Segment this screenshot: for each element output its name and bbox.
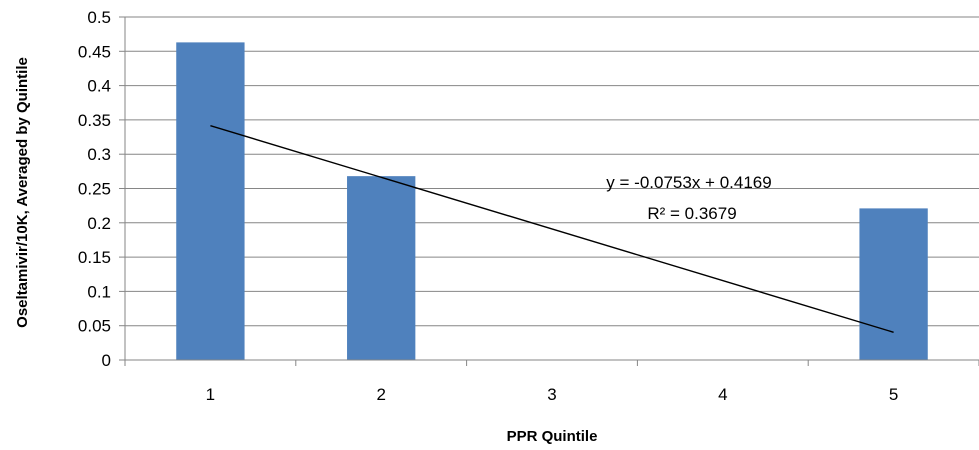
y-tick-labels: 0 0.05 0.1 0.15 0.2 0.25 0.3 0.35 0.4 0.45 0.5 — [78, 8, 125, 370]
x-tick-label: 2 — [376, 385, 385, 404]
x-tick-label: 1 — [206, 385, 215, 404]
x-axis-title: PPR Quintile — [507, 428, 598, 445]
gridlines — [125, 16, 979, 327]
x-tick-label: 4 — [718, 385, 727, 404]
y-tick-label: 0.3 — [87, 145, 111, 164]
x-tick-label: 5 — [889, 385, 898, 404]
y-tick-label: 0.1 — [87, 282, 111, 301]
y-tick-label: 0.5 — [87, 8, 111, 27]
bar — [859, 208, 928, 360]
trendline-group — [210, 124, 894, 333]
y-axis-title: Oseltamivir/10K, Averaged by Quintile — [14, 57, 31, 328]
x-tick-label: 3 — [547, 385, 556, 404]
trendline — [210, 124, 894, 333]
y-tick-label: 0.2 — [87, 214, 111, 233]
y-tick-label: 0 — [102, 351, 111, 370]
bars — [176, 42, 928, 361]
bar — [347, 176, 416, 360]
trendline-r-squared: R² = 0.3679 — [647, 204, 736, 223]
bar — [176, 42, 245, 361]
y-tick-label: 0.05 — [78, 317, 111, 336]
y-tick-label: 0.15 — [78, 248, 111, 267]
x-tick-labels: 1 2 3 4 5 — [124, 360, 979, 404]
y-tick-label: 0.25 — [78, 180, 111, 199]
y-tick-label: 0.45 — [78, 42, 111, 61]
trendline-equation: y = -0.0753x + 0.4169 — [606, 173, 771, 192]
y-tick-label: 0.4 — [87, 77, 111, 96]
y-tick-label: 0.35 — [78, 111, 111, 130]
